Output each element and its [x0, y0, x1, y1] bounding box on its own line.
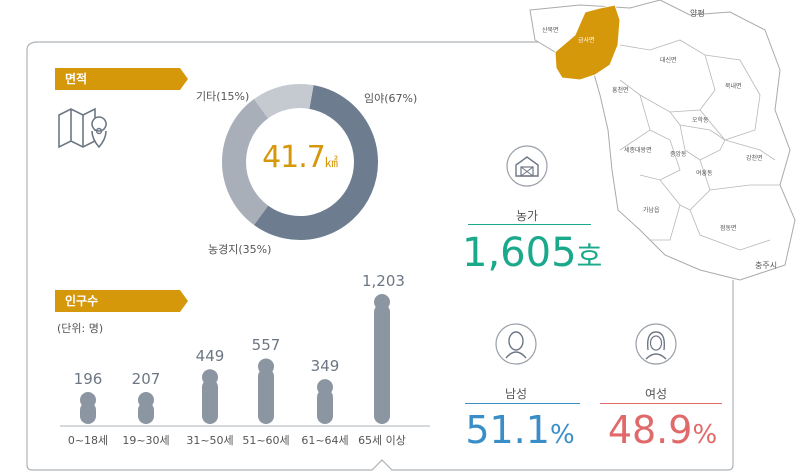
- bar-value-label: 449: [195, 347, 225, 366]
- bar-value-label: 557: [251, 336, 281, 355]
- bar-value-label: 349: [310, 357, 340, 376]
- donut-label-farmland: 농경지(35%): [208, 243, 272, 256]
- bar-value-label: 1,203: [362, 272, 405, 290]
- bar-category-label: 31~50세: [186, 434, 234, 447]
- bar-value-label: 196: [73, 370, 103, 388]
- female-value: 48.9%: [607, 408, 718, 452]
- map-label-6: 오학동: [692, 116, 709, 124]
- map-label-2: 금사면: [578, 36, 595, 44]
- map-highlight-region: [554, 4, 621, 81]
- donut-label-other: 기타(15%): [196, 90, 250, 103]
- population-bar: [374, 304, 390, 424]
- district-map: 양평 산북면 금사면 대신면 북내면 흥천면 오학동 세종대왕면 중앙동 여흥동…: [529, 0, 796, 281]
- woman-icon: [635, 323, 677, 365]
- population-bar: [80, 402, 96, 424]
- population-bar-head: [202, 369, 218, 386]
- farm-label: 농가: [515, 209, 539, 223]
- map-label-8: 중앙동: [670, 150, 687, 158]
- area-donut-chart: [222, 84, 378, 240]
- map-label-10: 강천면: [746, 154, 763, 162]
- map-label-3: 대신면: [660, 56, 677, 64]
- female-divider: [600, 403, 722, 404]
- map-label-4: 북내면: [725, 82, 742, 90]
- bar-category-label: 65세 이상: [358, 434, 406, 447]
- female-label: 여성: [644, 387, 668, 401]
- donut-slice-forest: [254, 85, 378, 240]
- map-pin-icon: [58, 107, 107, 149]
- male-label: 남성: [504, 387, 528, 401]
- bar-category-label: 19~30세: [122, 434, 170, 447]
- population-bar-chart: [60, 294, 430, 427]
- bar-category-label: 0~18세: [67, 434, 109, 447]
- population-tag: 인구수: [55, 290, 188, 312]
- population-bar: [258, 368, 274, 424]
- population-bar-head: [374, 294, 390, 310]
- donut-slice-farmland: [222, 99, 269, 225]
- population-bar: [202, 379, 218, 424]
- bar-category-label: 51~60세: [242, 434, 290, 447]
- population-bar: [317, 389, 333, 424]
- farm-value: 1,605호: [462, 230, 603, 276]
- map-borders: [619, 39, 780, 251]
- barn-icon: [506, 145, 548, 187]
- donut-slice-other: [253, 84, 314, 119]
- male-value: 51.1%: [465, 408, 575, 452]
- map-label-9: 여흥동: [696, 169, 713, 177]
- area-total: 41.7㎢: [262, 140, 338, 175]
- farm-divider: [468, 224, 591, 225]
- population-bar-head: [138, 392, 154, 408]
- population-bar-head: [317, 379, 333, 396]
- area-tag: 면적: [55, 68, 188, 90]
- population-unit: (단위: 명): [57, 322, 104, 335]
- map-label-11: 가남읍: [643, 206, 660, 214]
- population-bar: [138, 402, 154, 424]
- bar-value-label: 207: [131, 370, 161, 388]
- map-label-7: 세종대왕면: [624, 146, 652, 154]
- population-bar-head: [80, 392, 96, 408]
- map-label-1: 산북면: [542, 26, 559, 34]
- donut-label-forest: 임야(67%): [364, 92, 418, 105]
- male-divider: [465, 403, 580, 404]
- map-label-13: 충주시: [755, 261, 777, 270]
- population-bar-head: [258, 358, 274, 375]
- map-label-5: 흥천면: [612, 86, 629, 94]
- bar-category-label: 61~64세: [301, 434, 349, 447]
- man-icon: [495, 323, 537, 365]
- map-label-12: 점동면: [720, 224, 737, 232]
- map-label-0: 양평: [690, 8, 705, 18]
